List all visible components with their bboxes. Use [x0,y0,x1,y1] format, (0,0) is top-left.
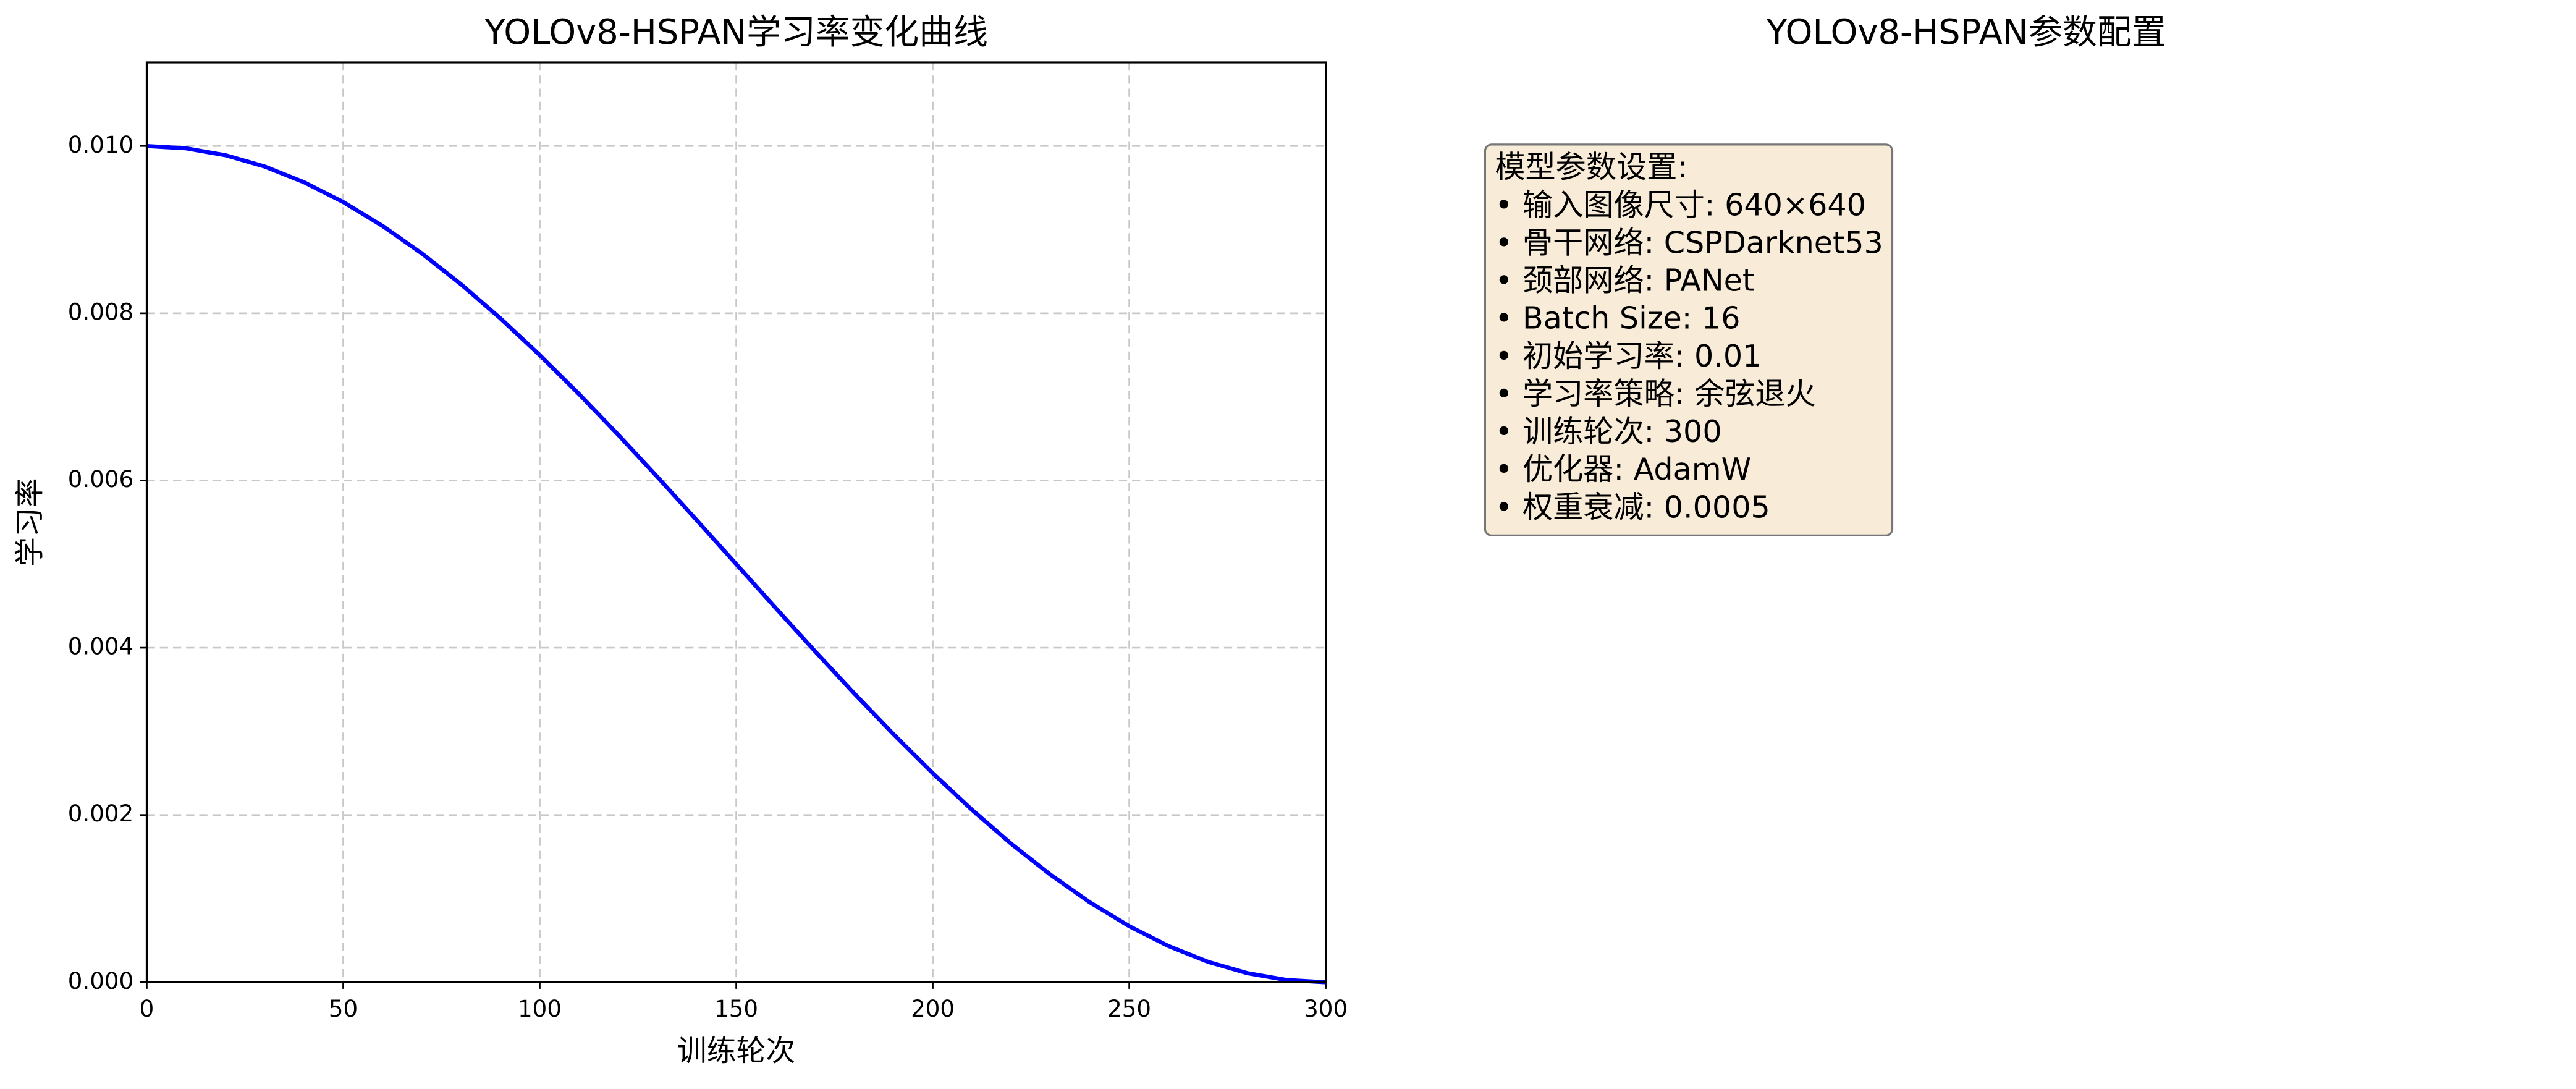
x-tick-label: 250 [1107,995,1151,1022]
line-series [146,143,1326,985]
x-tick-label: 150 [714,995,758,1022]
chart-title: YOLOv8-HSPAN学习率变化曲线 [484,12,988,53]
panel-title: YOLOv8-HSPAN参数配置 [1766,12,2166,53]
y-tick-label: 0.000 [68,967,133,994]
info-line: • Batch Size: 16 [1495,300,1740,336]
info-line: 模型参数设置: [1495,149,1687,185]
y-tick-label: 0.004 [68,633,133,660]
x-tick-label: 50 [329,995,358,1022]
info-line: • 初始学习率: 0.01 [1495,338,1762,374]
x-tick-label: 300 [1304,995,1348,1022]
plot-frame [145,61,1327,983]
info-box [1484,143,1894,536]
y-axis-label: 学习率 [13,478,47,566]
info-line: • 学习率策略: 余弦退火 [1495,376,1815,412]
y-tick-label: 0.008 [68,298,133,325]
info-line: • 优化器: AdamW [1495,451,1751,487]
x-tick-label: 0 [140,995,154,1022]
info-line: • 骨干网络: CSPDarknet53 [1495,224,1883,260]
y-tick-label: 0.002 [68,800,133,827]
info-line: • 权重衰减: 0.0005 [1495,489,1770,525]
x-tick-label: 100 [518,995,562,1022]
info-line: • 训练轮次: 300 [1495,413,1721,449]
info-line: • 颈部网络: PANet [1495,263,1754,299]
info-line: • 输入图像尺寸: 640×640 [1495,187,1866,222]
y-tick-label: 0.006 [68,465,133,493]
x-tick-label: 200 [911,995,955,1022]
y-tick-label: 0.010 [68,131,133,158]
x-axis-label: 训练轮次 [677,1035,795,1069]
